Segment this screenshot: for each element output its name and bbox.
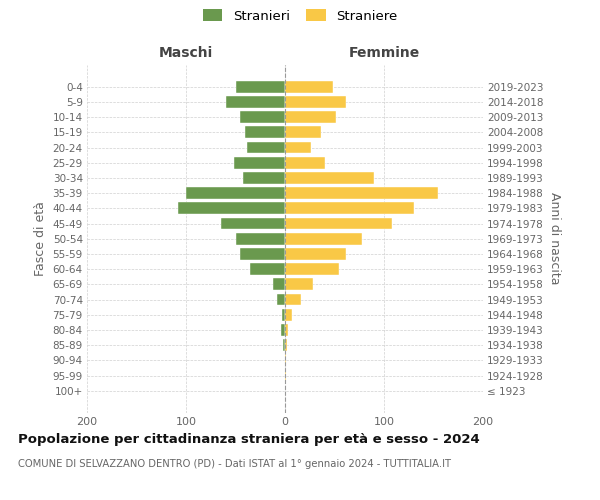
Bar	[285, 339, 287, 351]
Bar	[244, 172, 285, 184]
Bar	[285, 111, 337, 123]
Bar	[236, 233, 285, 244]
Bar	[245, 126, 285, 138]
Bar	[241, 111, 285, 123]
Bar	[241, 248, 285, 260]
Bar	[285, 126, 320, 138]
Bar	[178, 202, 285, 214]
Bar	[285, 81, 332, 92]
Bar	[285, 157, 325, 168]
Bar	[247, 142, 285, 154]
Text: COMUNE DI SELVAZZANO DENTRO (PD) - Dati ISTAT al 1° gennaio 2024 - TUTTITALIA.IT: COMUNE DI SELVAZZANO DENTRO (PD) - Dati …	[18, 459, 451, 469]
Bar	[285, 142, 311, 154]
Bar	[282, 309, 285, 320]
Bar	[285, 309, 292, 320]
Text: Femmine: Femmine	[349, 46, 419, 60]
Y-axis label: Anni di nascita: Anni di nascita	[548, 192, 560, 285]
Y-axis label: Fasce di età: Fasce di età	[34, 202, 47, 276]
Bar	[226, 96, 285, 108]
Text: Popolazione per cittadinanza straniera per età e sesso - 2024: Popolazione per cittadinanza straniera p…	[18, 432, 480, 446]
Bar	[285, 202, 414, 214]
Legend: Stranieri, Straniere: Stranieri, Straniere	[200, 6, 400, 26]
Bar	[285, 294, 301, 306]
Bar	[273, 278, 285, 290]
Bar	[233, 157, 285, 168]
Bar	[285, 370, 286, 382]
Bar	[283, 339, 285, 351]
Bar	[285, 248, 346, 260]
Text: Maschi: Maschi	[159, 46, 213, 60]
Bar	[285, 354, 286, 366]
Bar	[281, 324, 285, 336]
Bar	[285, 233, 362, 244]
Bar	[285, 187, 439, 199]
Bar	[285, 172, 374, 184]
Bar	[236, 81, 285, 92]
Bar	[285, 263, 340, 275]
Bar	[285, 324, 288, 336]
Bar	[285, 96, 346, 108]
Bar	[221, 218, 285, 230]
Bar	[186, 187, 285, 199]
Bar	[285, 218, 392, 230]
Bar	[250, 263, 285, 275]
Bar	[285, 278, 313, 290]
Bar	[277, 294, 285, 306]
